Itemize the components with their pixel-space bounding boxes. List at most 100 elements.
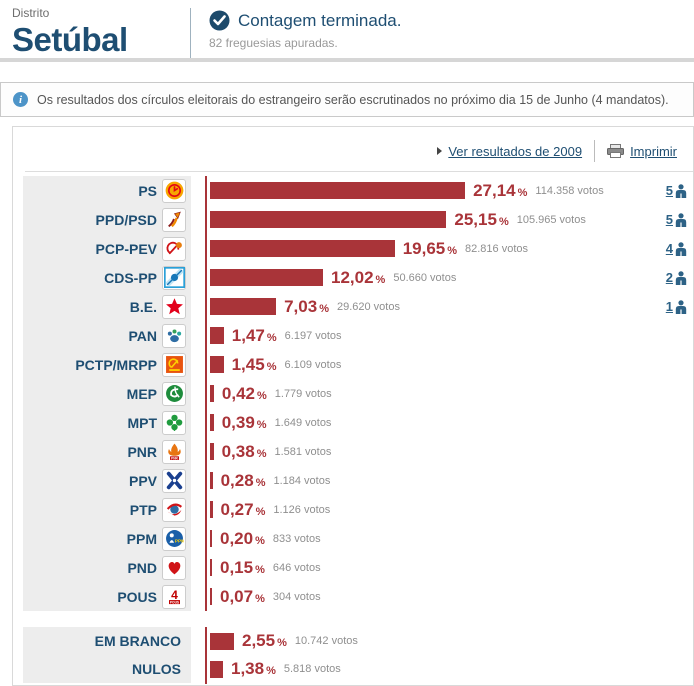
results-toolbar: Ver resultados de 2009 Imprimir <box>13 127 693 171</box>
result-votes: 1.649 votos <box>274 416 332 429</box>
party-row: PS 27,14% 114.358 votos 5 <box>13 176 693 205</box>
person-icon <box>675 241 687 256</box>
result-percent: 2,55 <box>242 631 276 650</box>
mpt-party-logo-icon <box>162 410 186 435</box>
party-name: PCTP/MRPP <box>75 356 157 373</box>
toolbar-rule <box>25 171 693 172</box>
party-label-cell: PPD/PSD <box>23 205 191 234</box>
percent-sign: % <box>319 302 329 315</box>
result-votes: 1.779 votos <box>274 387 332 400</box>
check-icon <box>209 10 230 31</box>
result-votes: 1.184 votos <box>273 474 331 487</box>
result-votes: 5.818 votos <box>283 663 341 675</box>
mandates-cell: 5 <box>651 212 693 227</box>
percent-sign: % <box>255 592 265 605</box>
party-row: PPM PPM 0,20% 833 votos <box>13 524 693 553</box>
pan-party-logo-icon <box>162 323 186 348</box>
result-percent: 27,14 <box>473 180 516 200</box>
be-party-logo-icon <box>162 294 186 319</box>
toolbar-divider <box>594 140 596 162</box>
party-row: PCP-PEV 19,65% 82.816 votos 4 <box>13 234 693 263</box>
percent-sign: % <box>277 637 287 649</box>
result-bar <box>210 385 214 402</box>
mandates-link[interactable]: 4 <box>665 241 673 256</box>
percent-sign: % <box>266 331 277 344</box>
party-label-cell: CDS-PP <box>23 263 191 292</box>
party-name: POUS <box>117 588 157 605</box>
party-label-cell: EM BRANCO <box>23 627 191 655</box>
results-panel: Ver resultados de 2009 Imprimir PS 27,14%… <box>12 126 694 686</box>
mandates-link[interactable]: 1 <box>665 299 673 314</box>
results-2009-link[interactable]: Ver resultados de 2009 <box>437 144 582 159</box>
ppm-party-logo-icon: PPM <box>162 526 186 551</box>
pnd-party-logo-icon <box>162 555 186 580</box>
party-row: PAN 1,47% 6.197 votos <box>13 321 693 350</box>
result-votes: 105.965 votos <box>516 213 586 226</box>
status-subtitle: 82 freguesias apuradas. <box>209 36 338 50</box>
party-label-cell: PTP <box>23 495 191 524</box>
result-bar <box>210 240 395 257</box>
result-bar <box>210 182 466 199</box>
result-percent: 0,27 <box>220 499 254 519</box>
district-name: Setúbal <box>12 21 128 58</box>
result-percent: 19,65 <box>402 238 446 258</box>
mandates-link[interactable]: 2 <box>665 270 673 285</box>
result-bar <box>210 443 214 460</box>
party-name: MEP <box>126 385 157 402</box>
result-bar <box>210 559 212 576</box>
party-name: NULOS <box>132 661 181 677</box>
party-row: CDS-PP 12,02% 50.660 votos 2 <box>13 263 693 292</box>
district-label: Distrito <box>12 6 50 20</box>
mandates-link[interactable]: 5 <box>665 183 673 198</box>
result-percent: 25,15 <box>454 209 497 229</box>
percent-sign: % <box>498 215 509 228</box>
party-name: EM BRANCO <box>94 633 181 649</box>
person-icon <box>675 270 687 285</box>
print-link[interactable]: Imprimir <box>607 144 677 159</box>
ps-party-logo-icon <box>162 178 186 203</box>
arrow-right-icon <box>437 147 443 155</box>
percent-sign: % <box>517 186 528 199</box>
result-votes: 50.660 votos <box>393 271 457 284</box>
result-votes: 1.126 votos <box>273 503 331 516</box>
party-name: PTP <box>129 501 157 518</box>
person-icon <box>675 183 687 198</box>
result-percent: 0,15 <box>220 557 254 577</box>
result-votes: 6.197 votos <box>284 329 342 342</box>
party-row: POUS 4 POUS 0,07% 304 votos <box>13 582 693 611</box>
ppv-party-logo-icon <box>162 468 186 493</box>
header-divider <box>190 8 191 58</box>
party-name: PCP-PEV <box>95 240 157 257</box>
result-votes: 304 votos <box>272 590 321 603</box>
person-icon <box>675 299 687 314</box>
party-row: NULOS 1,38% 5.818 votos <box>13 654 693 684</box>
party-label-cell: NULOS <box>23 655 191 683</box>
svg-text:POUS: POUS <box>169 600 179 604</box>
percent-sign: % <box>256 447 267 460</box>
result-percent: 1,38 <box>231 659 265 678</box>
result-bar <box>210 356 224 373</box>
party-row: PCTP/MRPP 1,45% 6.109 votos <box>13 350 693 379</box>
party-name: PPV <box>128 472 157 489</box>
result-percent: 1,47 <box>231 325 265 345</box>
cds-pp-party-logo-icon <box>162 265 186 290</box>
result-votes: 29.620 votos <box>336 300 400 313</box>
notice-text: Os resultados dos círculos eleitorais do… <box>37 92 669 107</box>
result-bar <box>210 660 223 678</box>
status-title: Contagem terminada. <box>238 10 402 30</box>
printer-icon <box>607 144 625 158</box>
result-bar <box>210 530 212 547</box>
party-row: PPD/PSD 25,15% 105.965 votos 5 <box>13 205 693 234</box>
percent-sign: % <box>375 273 386 286</box>
result-bar <box>210 414 214 431</box>
result-percent: 0,28 <box>220 470 254 490</box>
mandates-link[interactable]: 5 <box>665 212 673 227</box>
mandates-cell: 4 <box>651 241 693 256</box>
result-percent: 12,02 <box>331 267 374 287</box>
party-label-cell: B.E. <box>23 292 191 321</box>
result-votes: 646 votos <box>272 561 321 574</box>
pous-party-logo-icon: 4 POUS <box>162 584 186 609</box>
party-name: B.E. <box>129 298 157 315</box>
party-label-cell: PPV <box>23 466 191 495</box>
percent-sign: % <box>256 418 267 431</box>
